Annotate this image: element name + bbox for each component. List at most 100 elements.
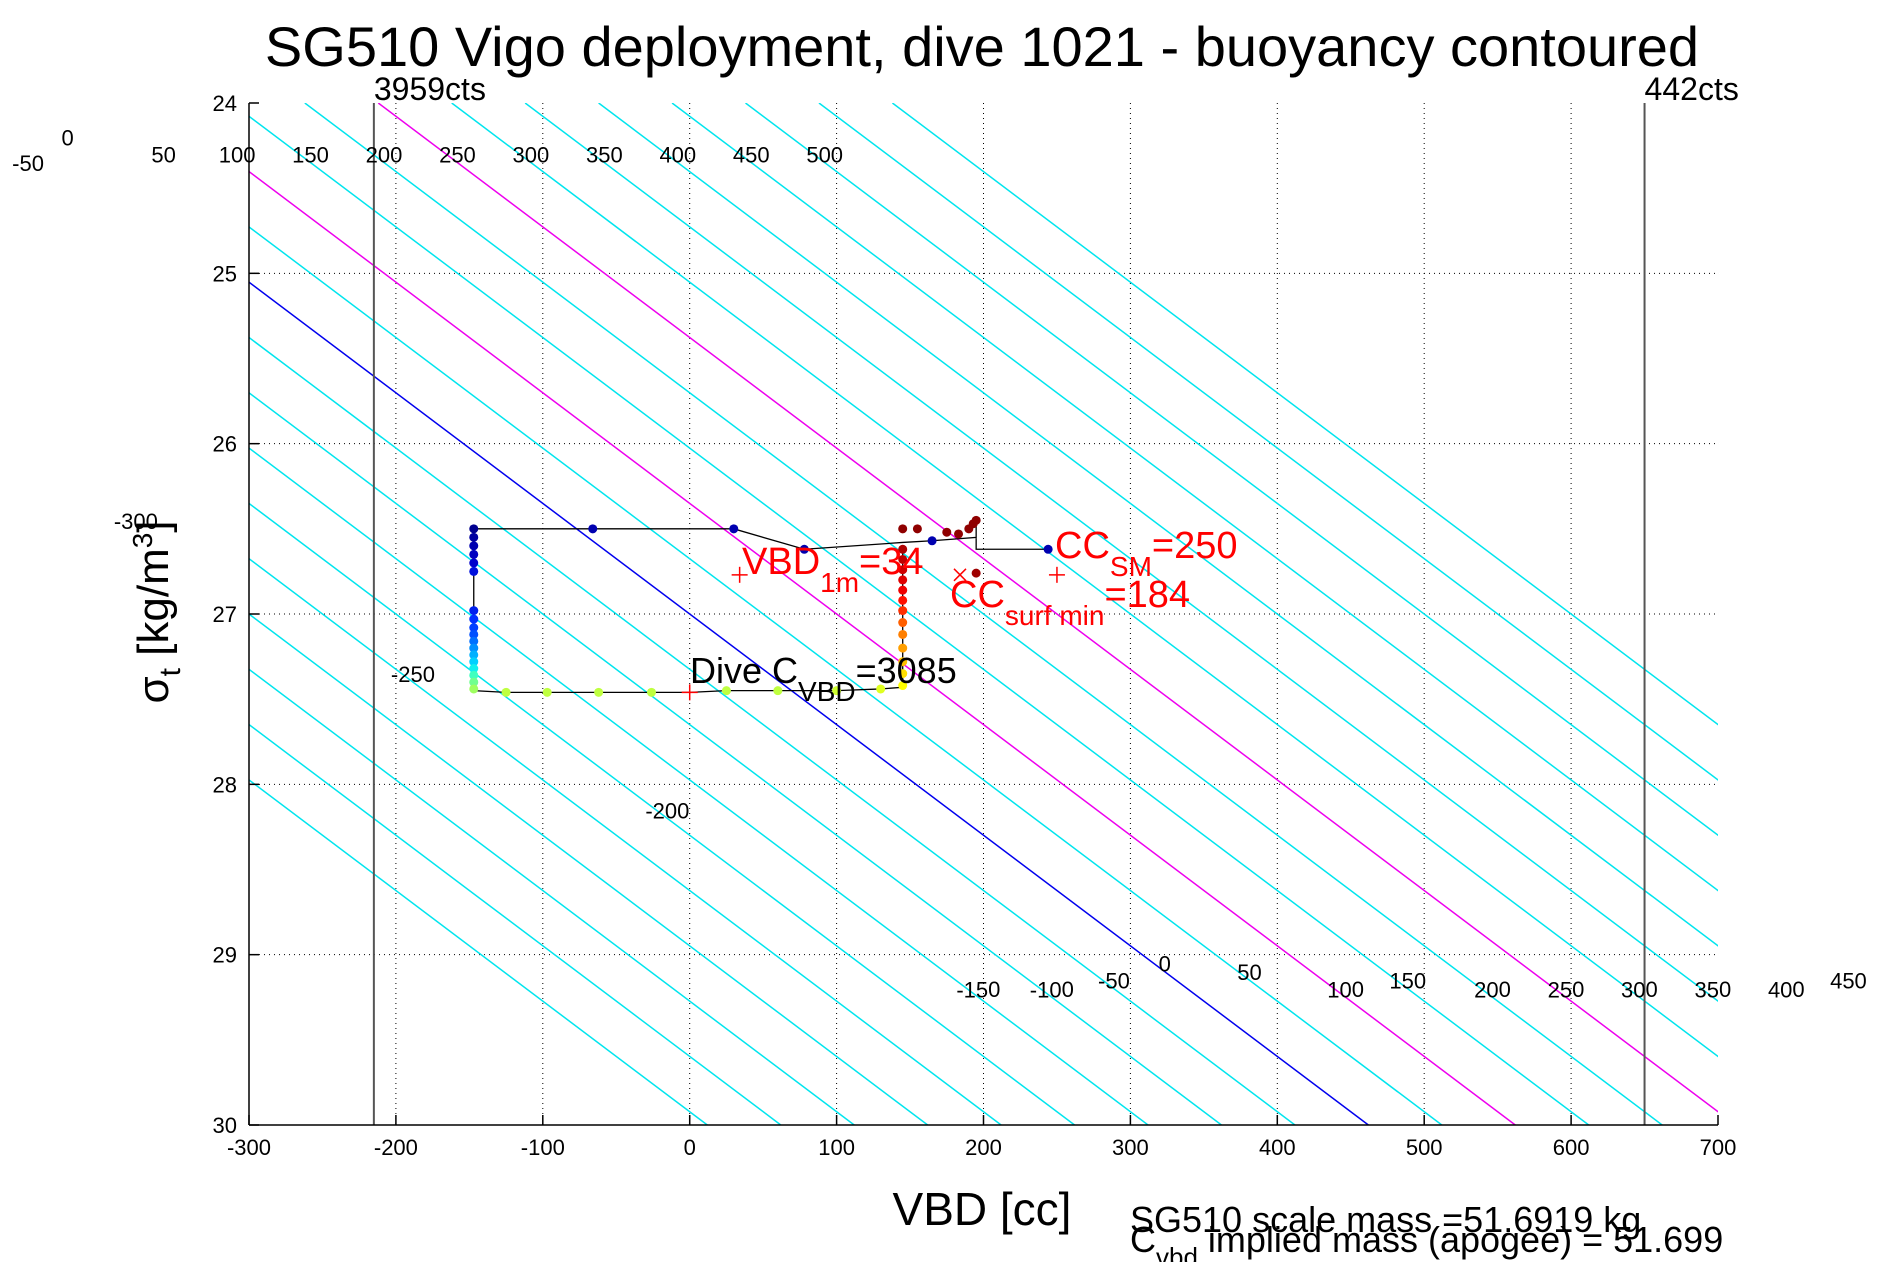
data-point xyxy=(898,606,908,616)
y-tick-label: 25 xyxy=(213,261,237,286)
data-point xyxy=(898,643,908,653)
contour-label: -300 xyxy=(114,509,158,534)
contour-label: 50 xyxy=(151,143,175,168)
data-point xyxy=(469,541,479,551)
contour-label: 450 xyxy=(733,143,770,168)
vbd-limit-label: 3959cts xyxy=(374,71,486,107)
x-tick-label: 100 xyxy=(818,1135,855,1160)
dive-points xyxy=(469,515,1053,697)
contour-label: 350 xyxy=(586,143,623,168)
contour-label: 100 xyxy=(219,143,256,168)
ccsurf-annotation: CCsurf min=184 xyxy=(950,574,1190,631)
contour-label: 500 xyxy=(806,143,843,168)
data-point xyxy=(588,524,598,534)
contour-line xyxy=(249,336,1296,1125)
contour-line xyxy=(451,103,1718,1058)
data-point xyxy=(898,669,908,679)
plus-marker xyxy=(731,566,748,583)
contour-label: 150 xyxy=(1389,969,1426,994)
data-point xyxy=(594,687,604,697)
contour-line xyxy=(249,502,1076,1125)
data-point xyxy=(469,532,479,542)
contour-label: -50 xyxy=(1098,969,1130,994)
y-label-sup: 3 xyxy=(127,533,158,549)
data-point xyxy=(469,650,479,660)
chart-title: SG510 Vigo deployment, dive 1021 - buoya… xyxy=(265,15,1699,78)
vbd1m-annotation: VBD1m=34 xyxy=(742,541,924,598)
contour-line xyxy=(249,557,1002,1125)
data-point xyxy=(469,524,479,534)
data-point xyxy=(469,684,479,694)
contour-labels: -400-350-300-250-200-150-100-50050100150… xyxy=(12,126,1867,1003)
x-tick-label: -300 xyxy=(227,1135,271,1160)
data-point xyxy=(469,677,479,687)
cross-marker xyxy=(953,568,967,582)
plus-marker xyxy=(1048,566,1065,583)
contour-label: -50 xyxy=(12,151,44,176)
data-point xyxy=(971,515,981,525)
svg-text:σt [kg/m3]: σt [kg/m3] xyxy=(127,520,187,703)
contour-label: 300 xyxy=(1621,977,1658,1002)
data-point xyxy=(898,554,908,564)
buoyancy-contours xyxy=(249,103,1718,1125)
footer-scale-mass: SG510 scale mass =51.6919 kg xyxy=(1130,1199,1641,1240)
x-axis-label: VBD [cc] xyxy=(893,1183,1072,1235)
y-tick-label: 29 xyxy=(213,943,237,968)
y-label-unit: [kg/m xyxy=(129,548,178,668)
data-point xyxy=(469,566,479,576)
contour-line xyxy=(891,103,1718,726)
y-label-close: ] xyxy=(129,520,178,532)
data-point xyxy=(721,686,731,696)
data-point xyxy=(912,524,922,534)
contour-line xyxy=(524,103,1718,1003)
contour-line xyxy=(249,447,1149,1125)
contour-label: 100 xyxy=(1327,977,1364,1002)
ccsm-annotation: CCSM=250 xyxy=(1055,525,1237,582)
x-tick-label: 300 xyxy=(1112,1135,1149,1160)
y-axis-label: σt [kg/m3] xyxy=(127,520,187,703)
reference-markers xyxy=(681,566,1065,701)
contour-label: 400 xyxy=(659,143,696,168)
contour-label: 300 xyxy=(513,143,550,168)
contour-label: 150 xyxy=(292,143,329,168)
contour-line xyxy=(249,115,1590,1125)
data-point xyxy=(469,629,479,639)
dive-c-annotation: Dive CVBD=3085 xyxy=(690,650,957,707)
y-tick-label: 27 xyxy=(213,602,237,627)
x-tick-label: -100 xyxy=(521,1135,565,1160)
x-tick-label: 600 xyxy=(1553,1135,1590,1160)
data-point xyxy=(898,595,908,605)
contour-label: 200 xyxy=(1474,977,1511,1002)
contour-line xyxy=(598,103,1718,947)
dive-path-line xyxy=(473,520,1049,550)
contour-line xyxy=(745,103,1718,837)
data-point xyxy=(876,684,886,694)
y-label-sub: t xyxy=(154,667,187,676)
x-tick-label: 400 xyxy=(1259,1135,1296,1160)
footer-implied-mass: Cvbd implied mass (apogee) = 51.699 xyxy=(1130,1219,1723,1262)
contour-line xyxy=(249,391,1222,1125)
contour-line xyxy=(818,103,1718,781)
contour-label: 450 xyxy=(1830,969,1867,994)
contour-label: 200 xyxy=(366,143,403,168)
data-point xyxy=(898,585,908,595)
contour-line xyxy=(249,613,929,1125)
data-point xyxy=(501,687,511,697)
contour-label: 0 xyxy=(1159,952,1171,977)
contour-label: 400 xyxy=(1768,977,1805,1002)
contour-line xyxy=(377,103,1718,1113)
x-tick-label: -200 xyxy=(374,1135,418,1160)
contour-label: -100 xyxy=(1030,977,1074,1002)
contour-line xyxy=(249,225,1443,1125)
x-tick-label: 700 xyxy=(1700,1135,1737,1160)
data-point xyxy=(469,657,479,667)
x-tick-label: 500 xyxy=(1406,1135,1443,1160)
x-tick-label: 0 xyxy=(684,1135,696,1160)
contour-line xyxy=(304,103,1663,1125)
tick-labels: -300 -200 -100 0 100 200 300 400 500 600 700242526… xyxy=(213,91,1737,1160)
data-point xyxy=(898,565,908,575)
data-point xyxy=(832,686,842,696)
contour-line xyxy=(249,281,1369,1125)
contour-label: -250 xyxy=(391,662,435,687)
